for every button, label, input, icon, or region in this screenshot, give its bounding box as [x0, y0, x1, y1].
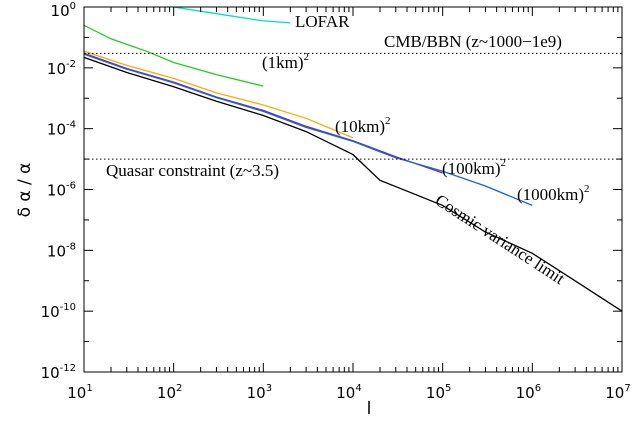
- y-tick-label: 10-12: [41, 363, 76, 382]
- y-tick-label: 10-4: [47, 120, 76, 139]
- x-tick-label: 106: [516, 383, 541, 402]
- series-line-2: [84, 24, 264, 87]
- reference-lines: [84, 52, 622, 160]
- y-tick-label: 10-10: [41, 302, 76, 321]
- series-line-3: [84, 50, 354, 139]
- annotation-10km: (10km)2: [335, 115, 391, 136]
- series-line-4: [84, 52, 443, 174]
- annotation-cmb-bbn: CMB/BBN (z~1000−1e9): [384, 32, 562, 51]
- x-tick-labels: 101 102 103 104 105 106 107: [67, 383, 630, 402]
- annotation-cosmic-variance: Cosmic variance limit: [432, 190, 568, 288]
- series-line-6: [84, 56, 622, 312]
- x-axis-title: l: [367, 399, 372, 419]
- axis-ticks: [83, 6, 623, 373]
- x-tick-label: 104: [336, 383, 361, 402]
- series-line-5: [84, 53, 533, 207]
- plot-lines: [84, 7, 622, 312]
- y-tick-label: 10-6: [47, 181, 76, 200]
- y-axis-title: δ α / α: [15, 163, 35, 218]
- annotation-100km: (100km)2: [442, 157, 506, 178]
- annotation-1km: (1km)2: [262, 51, 309, 72]
- series-line-1: [173, 7, 291, 24]
- x-tick-label: 103: [247, 383, 272, 402]
- y-tick-labels: 100 10-2 10-4 10-6 10-8 10-10 10-12: [41, 1, 76, 382]
- x-tick-label: 105: [426, 383, 451, 402]
- annotation-1000km: (1000km)2: [517, 183, 590, 204]
- annotation-lofar: LOFAR: [295, 12, 350, 31]
- x-tick-label: 101: [67, 383, 92, 402]
- y-tick-label: 100: [51, 1, 76, 20]
- y-tick-label: 10-8: [47, 241, 76, 260]
- annotation-quasar: Quasar constraint (z~3.5): [106, 161, 279, 180]
- y-tick-label: 10-2: [47, 59, 76, 78]
- x-tick-label: 102: [157, 383, 182, 402]
- x-tick-label: 107: [605, 383, 630, 402]
